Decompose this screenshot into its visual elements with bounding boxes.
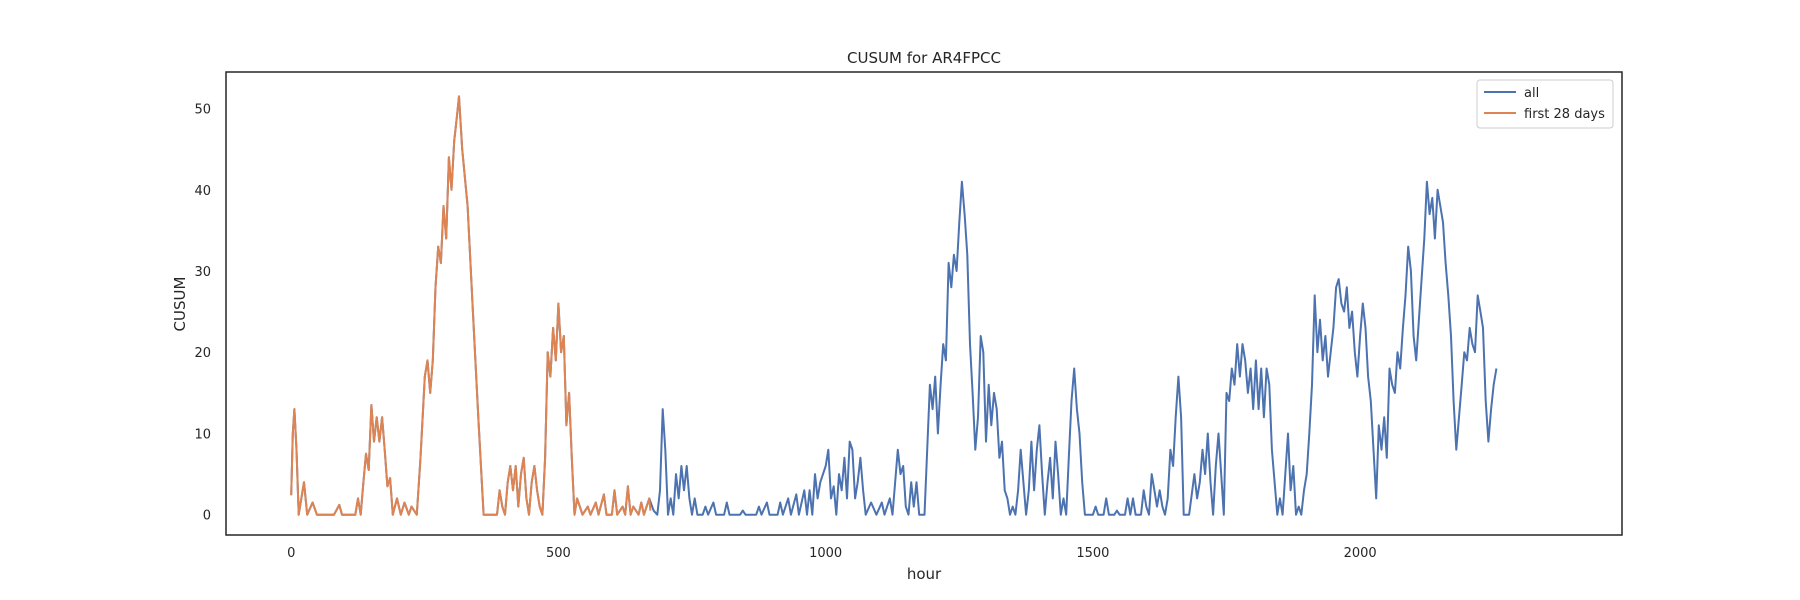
legend: all first 28 days xyxy=(1476,79,1614,129)
y-tick-label: 0 xyxy=(203,509,211,524)
y-tick-labels: 0 10 20 30 40 50 xyxy=(194,103,211,524)
x-tick-label: 1500 xyxy=(1076,546,1109,561)
x-tick-label: 500 xyxy=(546,546,571,561)
chart-title: CUSUM for AR4FPCC xyxy=(847,49,1001,67)
series-lines xyxy=(290,95,1498,516)
legend-label-all: all xyxy=(1524,86,1539,101)
legend-label-first-28-days: first 28 days xyxy=(1524,107,1605,122)
series-line-first-28-days xyxy=(290,95,652,516)
y-tick-label: 30 xyxy=(194,265,211,280)
x-tick-label: 0 xyxy=(287,546,295,561)
x-tick-labels: 0 500 1000 1500 2000 xyxy=(287,546,1377,561)
x-axis-label: hour xyxy=(907,565,942,583)
plot-area xyxy=(225,71,1623,536)
y-axis-label: CUSUM xyxy=(171,277,189,332)
y-tick-label: 40 xyxy=(194,184,211,199)
x-tick-label: 2000 xyxy=(1344,546,1377,561)
y-tick-label: 50 xyxy=(194,103,211,118)
y-tick-label: 10 xyxy=(194,427,211,442)
y-tick-label: 20 xyxy=(194,346,211,361)
x-tick-label: 1000 xyxy=(809,546,842,561)
plot-frame xyxy=(225,71,1623,536)
